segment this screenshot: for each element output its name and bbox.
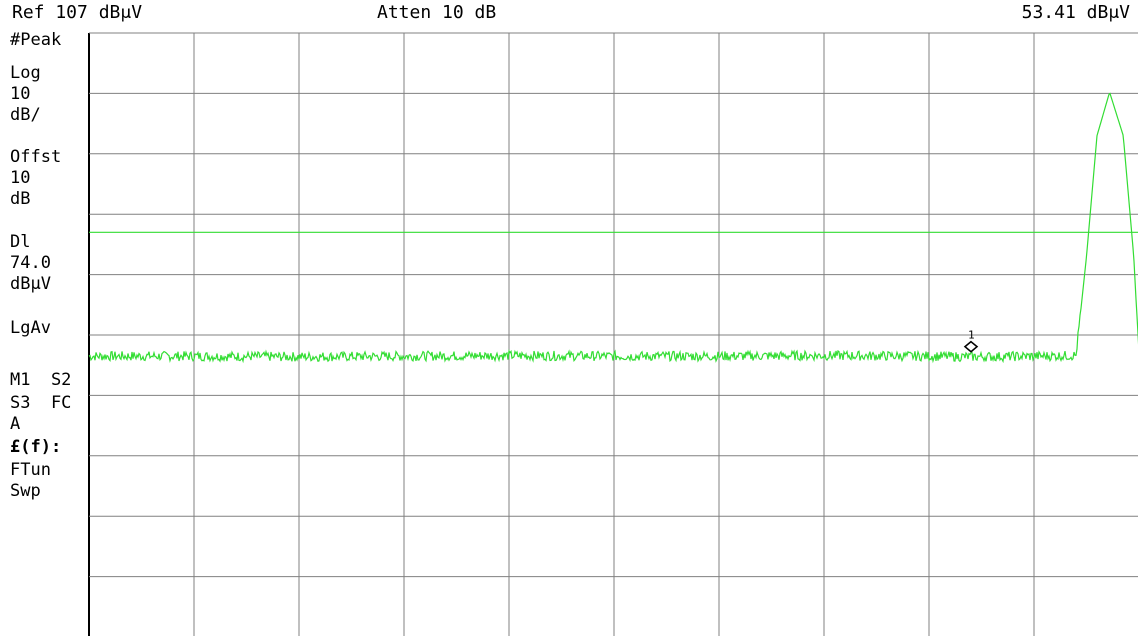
marker-diamond xyxy=(963,340,979,353)
ft-label: £(f): xyxy=(10,437,62,457)
marker-label: 1 xyxy=(968,329,975,342)
marker-readout: 53.41 dBμV xyxy=(1021,2,1130,23)
display-line-unit-label: dBμV xyxy=(10,274,51,294)
sweep-label: Swp xyxy=(10,481,41,501)
spectrum-trace xyxy=(88,92,1138,364)
reference-level-label: Ref 107 dBμV xyxy=(12,2,143,23)
trace-modes-label: M1 S2 xyxy=(10,370,72,390)
display-line-label: Dl xyxy=(10,232,31,252)
scale-value-label: 10 xyxy=(10,84,31,104)
offset-value-label: 10 xyxy=(10,168,31,188)
offset-label: Offst xyxy=(10,147,62,167)
ftun-label: FTun xyxy=(10,460,51,480)
attenuation-label: Atten 10 dB xyxy=(377,2,497,23)
detector-label: #Peak xyxy=(10,30,62,50)
averaging-label: LgAv xyxy=(10,318,51,338)
graticule xyxy=(88,32,1138,636)
scale-type-label: Log xyxy=(10,63,41,83)
scale-unit-label: dB/ xyxy=(10,105,41,125)
trace-modes-label-2: S3 FC xyxy=(10,393,72,413)
marker-group: 1 xyxy=(963,329,979,353)
offset-unit-label: dB xyxy=(10,189,31,209)
trace-modes-label-3: A xyxy=(10,414,21,434)
display-line-value-label: 74.0 xyxy=(10,253,51,273)
